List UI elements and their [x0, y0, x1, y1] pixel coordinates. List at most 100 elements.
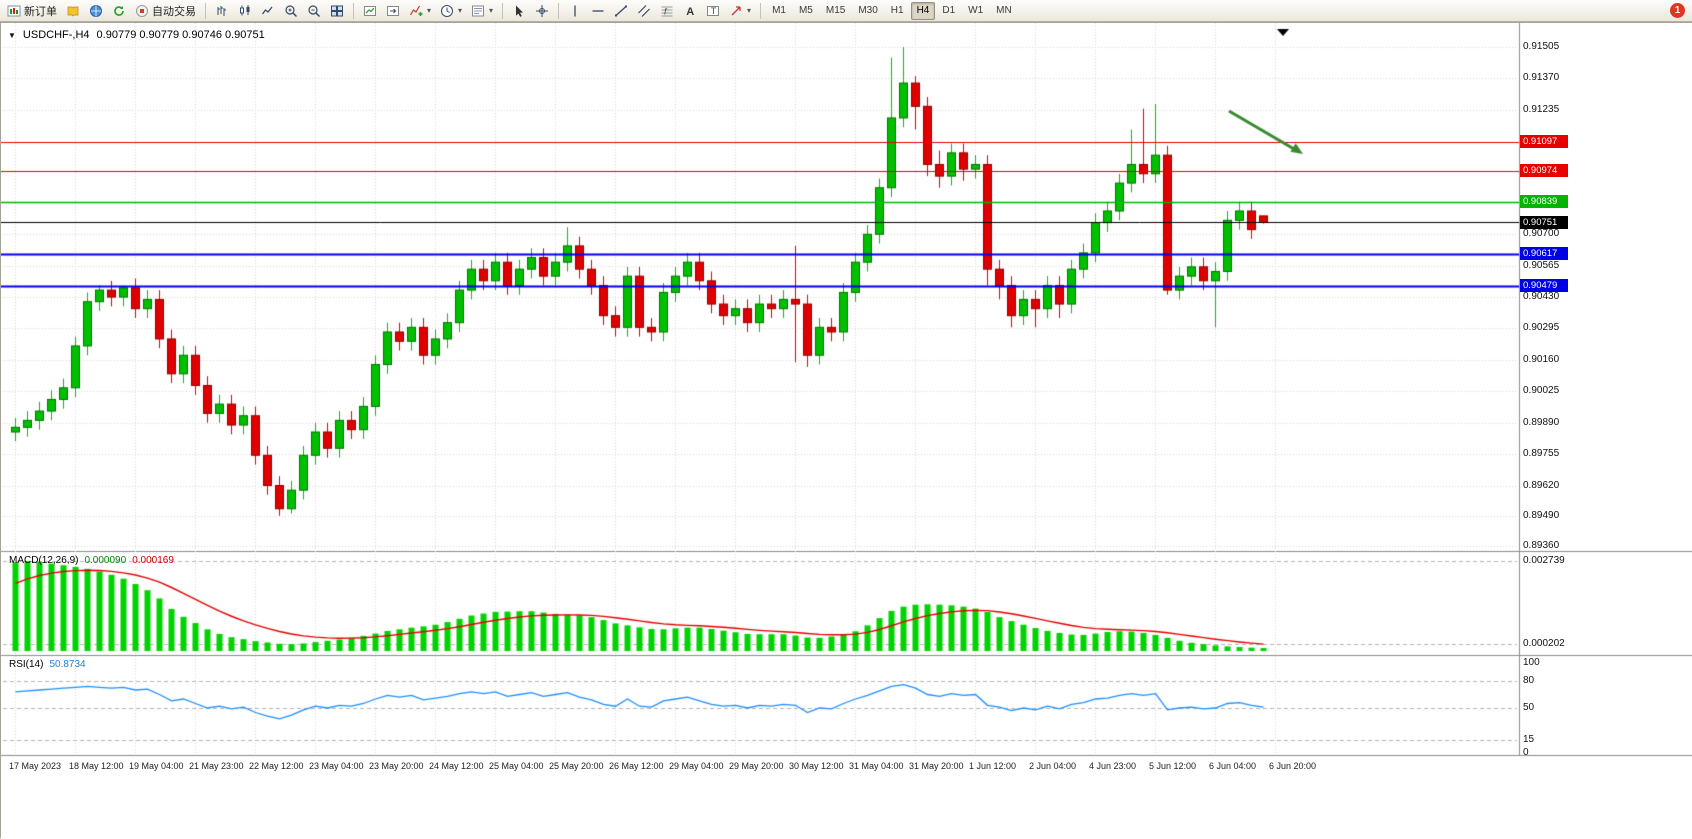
time-axis-label: 4 Jun 23:00: [1089, 761, 1137, 771]
line-chart-button[interactable]: [257, 1, 279, 21]
toolbar-separator: [502, 2, 504, 19]
candles-icon: [238, 4, 252, 18]
svg-text:T: T: [711, 6, 717, 16]
clock-icon: [440, 4, 454, 18]
tile-windows-button[interactable]: [326, 1, 348, 21]
candlestick-chart-button[interactable]: [234, 1, 256, 21]
price-axis-label: 0.90160: [1523, 353, 1560, 365]
timeframe-M30-button[interactable]: M30: [858, 5, 878, 16]
rsi-current-value: 50.8734: [49, 659, 86, 670]
rsi-scale-label: 100: [1523, 657, 1540, 668]
timeframe-M1-button[interactable]: M1: [772, 5, 786, 16]
price-axis-label: 0.90430: [1523, 291, 1560, 303]
text-label-button[interactable]: T: [702, 1, 724, 21]
timeframe-MN-button[interactable]: MN: [996, 5, 1012, 16]
symbol-dropdown-icon[interactable]: ▼: [8, 30, 16, 40]
price-line-tag: 0.90839: [1520, 195, 1568, 209]
time-axis-label: 25 May 20:00: [549, 761, 604, 771]
periods-button[interactable]: ▾: [436, 1, 466, 21]
chart-title: ▼ USDCHF-,H4 0.90779 0.90779 0.90746 0.9…: [8, 29, 265, 41]
timeframe-M5-button[interactable]: M5: [798, 5, 813, 16]
price-axis-label: 0.91505: [1523, 41, 1560, 52]
price-axis-label: 0.89620: [1523, 479, 1560, 491]
timeframe-M15-button[interactable]: M15: [825, 5, 846, 16]
auto-scroll-button[interactable]: [359, 1, 381, 21]
channel-icon: [637, 4, 651, 18]
time-axis-label: 2 Jun 04:00: [1029, 761, 1077, 771]
text-a-icon: A: [683, 4, 697, 18]
macd-name: MACD(12,26,9): [9, 555, 79, 566]
equidistant-channel-button[interactable]: [633, 1, 655, 21]
price-axis-label: 0.89755: [1523, 448, 1560, 460]
toolbar-separator: [558, 2, 560, 19]
refresh-button[interactable]: [108, 1, 130, 21]
time-axis-label: 23 May 20:00: [369, 761, 424, 771]
macd-signal-value: 0.000169: [132, 555, 174, 566]
new-order-button[interactable]: 新订单: [3, 1, 61, 21]
price-axis-label: 0.90565: [1523, 259, 1560, 271]
timeframe-W1-button[interactable]: W1: [968, 5, 984, 16]
chart-symbol-period: USDCHF-,H4: [22, 29, 90, 41]
chart-shift-button[interactable]: [382, 1, 404, 21]
chart-canvas[interactable]: [1, 23, 1692, 839]
cursor-button[interactable]: [508, 1, 530, 21]
zoom-out-icon: [307, 4, 321, 18]
arrows-button[interactable]: ▾: [725, 1, 755, 21]
crosshair-button[interactable]: [531, 1, 553, 21]
timeframe-H4-button[interactable]: H4: [910, 1, 936, 20]
toolbar-separator: [760, 2, 762, 19]
vline-icon: [568, 4, 582, 18]
autotrade-icon: [135, 4, 149, 18]
macd-indicator-label: MACD(12,26,9) 0.000090 0.000169: [9, 555, 174, 566]
hline-icon: [591, 4, 605, 18]
time-axis-label: 22 May 12:00: [249, 761, 304, 771]
time-axis-label: 31 May 20:00: [909, 761, 964, 771]
bar-chart-button[interactable]: [211, 1, 233, 21]
zoom-out-button[interactable]: [303, 1, 325, 21]
chart-window: ▼ USDCHF-,H4 0.90779 0.90779 0.90746 0.9…: [0, 22, 1692, 839]
price-line-tag: 0.91097: [1520, 135, 1568, 149]
crosshair-icon: [535, 4, 549, 18]
book-icon: [66, 4, 80, 18]
timeframe-H1-button[interactable]: H1: [890, 5, 904, 16]
notification-badge[interactable]: 1: [1670, 3, 1685, 18]
main-toolbar: 新订单 自动交易 ▾ ▾ ▾ f A T ▾ M1 M5 M15 M30 H1 H4 D1 W1 MN: [0, 0, 1692, 22]
metaeditor-button[interactable]: [62, 1, 84, 21]
templates-button[interactable]: ▾: [467, 1, 497, 21]
new-order-button-label: 新订单: [24, 5, 57, 18]
time-axis-label: 30 May 12:00: [789, 761, 844, 771]
time-axis-label: 19 May 04:00: [129, 761, 184, 771]
text-button[interactable]: A: [679, 1, 701, 21]
autotrading-button[interactable]: 自动交易: [131, 1, 200, 21]
fib-icon: f: [660, 4, 674, 18]
vertical-line-button[interactable]: [564, 1, 586, 21]
rsi-scale-label: 15: [1523, 733, 1535, 745]
globe-icon: [89, 4, 103, 18]
horizontal-line-button[interactable]: [587, 1, 609, 21]
indicators-button[interactable]: ▾: [405, 1, 435, 21]
price-axis-label: 0.91235: [1523, 103, 1560, 115]
rsi-scale-label: 0: [1523, 747, 1529, 758]
fibonacci-button[interactable]: f: [656, 1, 678, 21]
refresh-icon: [112, 4, 126, 18]
price-line-tag: 0.90974: [1520, 164, 1568, 178]
timeframe-D1-button[interactable]: D1: [942, 5, 956, 16]
price-axis-label: 0.90295: [1523, 322, 1560, 334]
arrow-tool-icon: [729, 4, 743, 18]
zoom-in-button[interactable]: [280, 1, 302, 21]
time-axis-label: 29 May 04:00: [669, 761, 724, 771]
time-axis-label: 6 Jun 20:00: [1269, 761, 1317, 771]
svg-text:A: A: [686, 6, 694, 18]
dropdown-caret-icon: ▾: [747, 6, 752, 15]
time-axis-label: 6 Jun 04:00: [1209, 761, 1257, 771]
time-axis-label: 21 May 23:00: [189, 761, 244, 771]
bars-icon: [215, 4, 229, 18]
rsi-indicator-label: RSI(14) 50.8734: [9, 659, 86, 670]
trendline-button[interactable]: [610, 1, 632, 21]
community-button[interactable]: [85, 1, 107, 21]
zoom-in-icon: [284, 4, 298, 18]
price-axis-label: 0.90700: [1523, 228, 1560, 240]
time-axis-label: 1 Jun 12:00: [969, 761, 1017, 771]
price-axis-label: 0.89890: [1523, 416, 1560, 428]
tiles-icon: [330, 4, 344, 18]
